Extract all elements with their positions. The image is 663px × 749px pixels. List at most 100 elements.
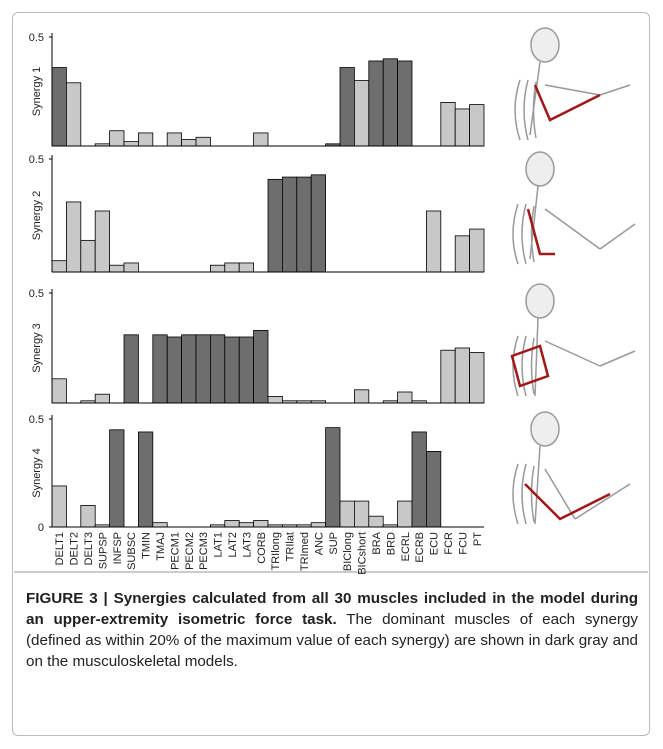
skeleton-models: [510, 27, 636, 525]
bar: [382, 58, 399, 147]
x-tick-label: ECRL: [400, 532, 412, 561]
bar: [209, 264, 226, 273]
bar: [137, 431, 154, 528]
bar: [51, 378, 67, 404]
bar: [166, 336, 182, 404]
bar: [94, 210, 110, 273]
bar: [80, 239, 96, 273]
bar: [325, 427, 341, 528]
y-axis-label: Synergy 3: [31, 323, 43, 373]
x-tick-label: LAT1: [213, 532, 225, 557]
bar: [454, 347, 471, 404]
x-tick-label: FCU: [457, 532, 469, 555]
x-tick-label: DELT2: [69, 532, 81, 565]
x-tick-label: TRIlat: [285, 532, 297, 561]
figure-frame: [12, 12, 650, 736]
bar: [310, 174, 327, 273]
bar: [353, 500, 370, 528]
x-tick-label: DELT3: [83, 532, 95, 565]
bar: [469, 351, 485, 404]
bar: [253, 329, 269, 404]
bar: [368, 60, 384, 147]
bar: [66, 82, 82, 147]
bar: [238, 336, 254, 404]
x-tick-label: PT: [472, 532, 484, 546]
y-tick-label: 0.5: [29, 154, 44, 166]
bar: [51, 485, 67, 528]
x-tick-label: SUP: [328, 532, 340, 555]
bar: [425, 210, 442, 273]
x-tick-label: TMAJ: [155, 532, 167, 561]
x-tick-label: TRImed: [299, 532, 311, 571]
y-axis-label: Synergy 1: [31, 67, 43, 117]
bar: [267, 178, 283, 273]
bar: [397, 60, 413, 147]
bar: [109, 429, 125, 528]
y-tick-label: 0.5: [29, 288, 44, 300]
x-tick-label: DELT1: [54, 532, 66, 565]
bar: [454, 108, 471, 147]
bar: [353, 389, 370, 404]
x-tick-label: INFSP: [112, 532, 124, 564]
bar: [195, 136, 211, 147]
x-tick-label: PECM1: [169, 532, 181, 570]
bar: [94, 393, 110, 404]
bar: [152, 334, 168, 404]
bar: [238, 262, 254, 273]
x-tick-label: LAT2: [227, 532, 239, 557]
x-tick-label: BRD: [385, 532, 397, 555]
bar: [440, 102, 456, 147]
x-tick-label: BICshort: [357, 532, 369, 575]
bar: [339, 67, 355, 147]
bar: [253, 132, 269, 147]
x-tick-label: ECRB: [414, 532, 426, 563]
y-tick-label: 0: [38, 522, 44, 534]
bar: [339, 500, 355, 528]
bar: [51, 260, 67, 273]
bar: [195, 334, 211, 404]
bar: [454, 235, 471, 273]
x-tick-label: PECM3: [198, 532, 210, 570]
x-tick-label: FCR: [443, 532, 455, 555]
bar: [123, 262, 139, 273]
bar: [123, 334, 139, 404]
x-tick-label: BIClong: [342, 532, 354, 571]
bar: [368, 515, 384, 528]
bar: [397, 391, 413, 404]
bar: [66, 201, 82, 273]
bar: [253, 520, 269, 528]
bar: [224, 520, 240, 528]
bar: [281, 176, 298, 273]
x-tick-label: PECM2: [184, 532, 196, 570]
caption: FIGURE 3 | Synergies calculated from all…: [26, 588, 638, 672]
x-tick-label: CORB: [256, 532, 268, 564]
x-tick-label: ECU: [429, 532, 441, 555]
y-tick-label: 0.5: [29, 32, 44, 44]
bar: [51, 67, 67, 147]
caption-label: FIGURE 3 | Synergies calculated from all…: [26, 590, 638, 628]
bar: [425, 450, 442, 528]
x-tick-label: SUBSC: [126, 532, 138, 570]
x-tick-label: SUPSP: [97, 532, 109, 569]
y-axis-label: Synergy 4: [31, 448, 43, 498]
bar: [440, 349, 456, 404]
bar: [267, 395, 283, 404]
bar: [353, 80, 370, 147]
bar: [397, 500, 413, 528]
x-tick-label: TRIlong: [270, 532, 282, 571]
x-tick-label: TMIN: [141, 532, 153, 559]
bar: [137, 132, 154, 147]
bar: [181, 139, 197, 147]
bar: [310, 522, 327, 528]
x-tick-label: ANC: [313, 532, 325, 555]
caption-text: The dominant muscles of each synergy (de…: [26, 611, 638, 670]
bar: [109, 130, 125, 147]
bar: [152, 522, 168, 528]
bar: [296, 176, 312, 273]
bar: [123, 141, 139, 147]
bar: [181, 334, 197, 404]
bar: [238, 522, 254, 528]
bar: [224, 336, 240, 404]
